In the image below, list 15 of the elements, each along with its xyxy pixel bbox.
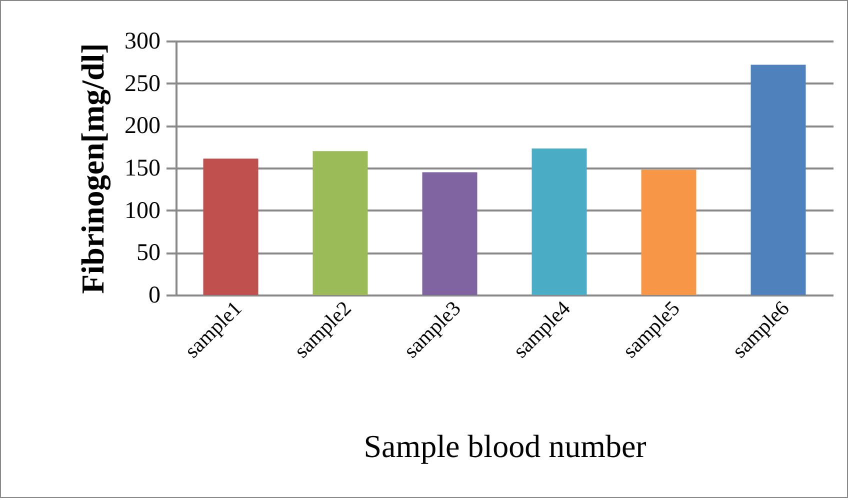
bar — [203, 158, 258, 295]
bar — [312, 151, 368, 295]
y-tick-label: 150 — [124, 156, 160, 182]
y-tick-label: 300 — [124, 28, 160, 54]
y-axis-title: Fibrinogen[mg/dl] — [74, 43, 112, 294]
y-tick-label: 200 — [124, 113, 160, 140]
bar — [641, 170, 696, 295]
x-axis-title: Sample blood number — [364, 428, 647, 464]
bar — [532, 148, 587, 295]
y-tick-label: 250 — [124, 70, 160, 97]
bar — [750, 64, 806, 295]
y-tick-label: 50 — [136, 240, 160, 266]
bar — [422, 172, 478, 295]
y-tick-label: 0 — [148, 282, 160, 308]
y-tick-label: 100 — [124, 198, 160, 224]
